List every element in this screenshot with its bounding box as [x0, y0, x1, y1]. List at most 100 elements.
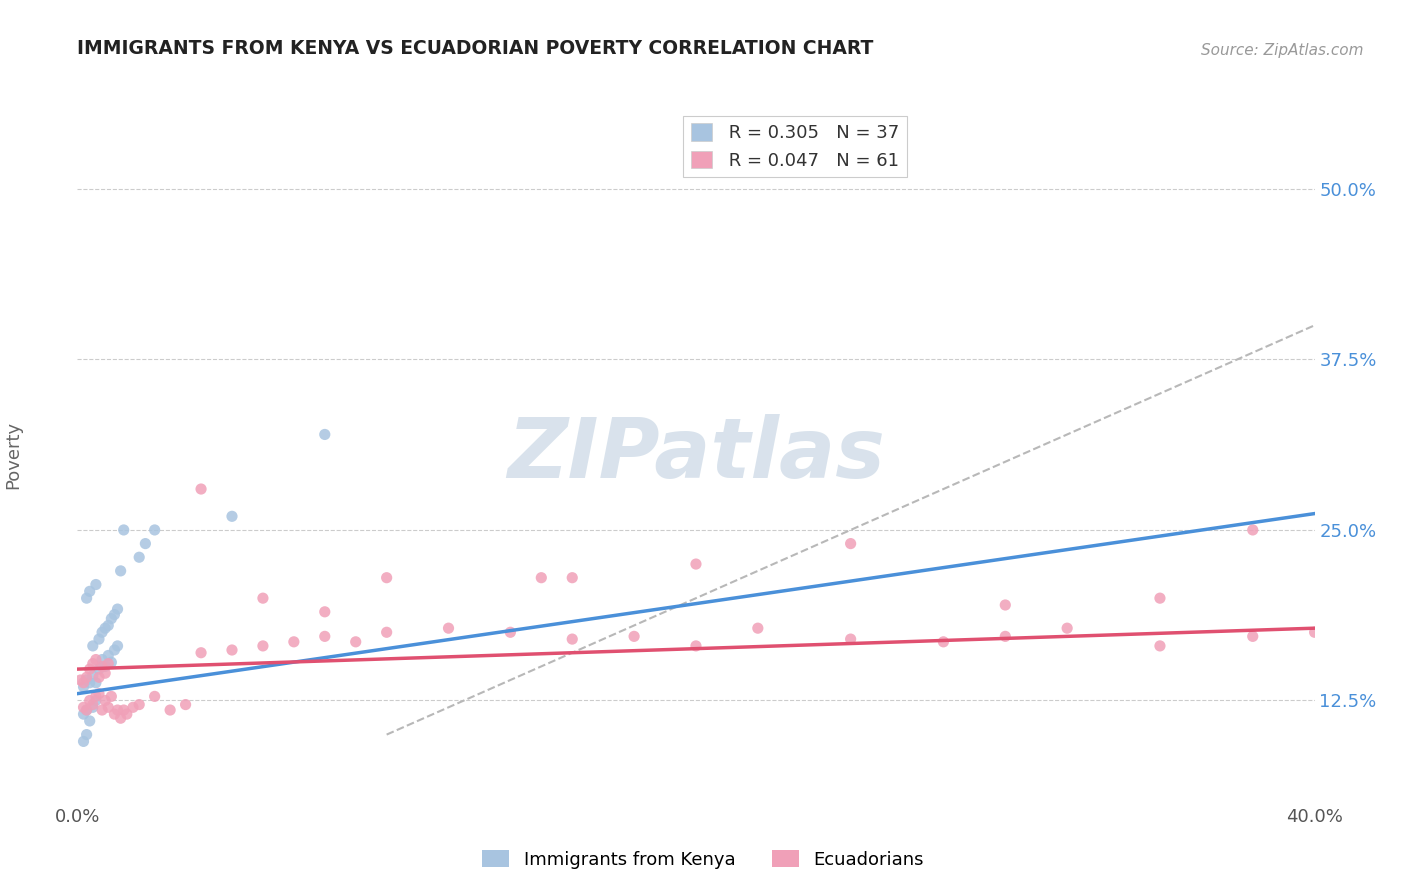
Y-axis label: Poverty: Poverty	[4, 421, 21, 489]
Point	[107, 639, 129, 653]
Point	[623, 629, 645, 643]
Point	[84, 577, 107, 591]
Point	[839, 536, 862, 550]
Point	[76, 703, 98, 717]
Point	[112, 703, 135, 717]
Point	[375, 571, 398, 585]
Point	[437, 621, 460, 635]
Point	[530, 571, 553, 585]
Point	[159, 703, 181, 717]
Point	[72, 707, 94, 722]
Point	[82, 700, 104, 714]
Point	[82, 657, 104, 671]
Point	[94, 621, 117, 635]
Point	[994, 629, 1017, 643]
Point	[84, 690, 107, 704]
Point	[221, 509, 243, 524]
Point	[174, 698, 197, 712]
Point	[1241, 523, 1264, 537]
Point	[100, 690, 122, 704]
Point	[79, 675, 101, 690]
Point	[72, 680, 94, 694]
Point	[76, 673, 98, 687]
Point	[91, 625, 114, 640]
Point	[128, 698, 150, 712]
Point	[128, 550, 150, 565]
Legend:  R = 0.305   N = 37,  R = 0.047   N = 61: R = 0.305 N = 37, R = 0.047 N = 61	[683, 116, 907, 178]
Point	[94, 666, 117, 681]
Point	[283, 635, 305, 649]
Point	[994, 598, 1017, 612]
Point	[685, 639, 707, 653]
Point	[72, 675, 94, 690]
Point	[82, 698, 104, 712]
Point	[1241, 629, 1264, 643]
Point	[252, 639, 274, 653]
Point	[72, 734, 94, 748]
Point	[94, 659, 117, 673]
Point	[103, 707, 125, 722]
Point	[82, 669, 104, 683]
Point	[143, 690, 166, 704]
Point	[112, 523, 135, 537]
Point	[76, 728, 98, 742]
Point	[72, 700, 94, 714]
Point	[84, 675, 107, 690]
Point	[91, 659, 114, 673]
Point	[190, 482, 212, 496]
Point	[87, 670, 110, 684]
Point	[839, 632, 862, 646]
Point	[103, 643, 125, 657]
Point	[561, 571, 583, 585]
Point	[134, 536, 156, 550]
Point	[314, 605, 336, 619]
Point	[76, 670, 98, 684]
Point	[252, 591, 274, 606]
Point	[115, 707, 138, 722]
Point	[100, 655, 122, 669]
Point	[685, 557, 707, 571]
Text: ZIPatlas: ZIPatlas	[508, 415, 884, 495]
Point	[91, 652, 114, 666]
Point	[91, 703, 114, 717]
Point	[143, 523, 166, 537]
Point	[79, 662, 101, 676]
Point	[94, 693, 117, 707]
Point	[69, 673, 91, 687]
Point	[110, 564, 132, 578]
Point	[79, 693, 101, 707]
Point	[190, 646, 212, 660]
Point	[82, 639, 104, 653]
Point	[97, 618, 120, 632]
Point	[932, 635, 955, 649]
Point	[84, 652, 107, 666]
Point	[344, 635, 367, 649]
Point	[499, 625, 522, 640]
Point	[122, 700, 145, 714]
Text: IMMIGRANTS FROM KENYA VS ECUADORIAN POVERTY CORRELATION CHART: IMMIGRANTS FROM KENYA VS ECUADORIAN POVE…	[77, 39, 873, 58]
Point	[1149, 639, 1171, 653]
Point	[84, 693, 107, 707]
Point	[107, 703, 129, 717]
Point	[87, 687, 110, 701]
Point	[97, 657, 120, 671]
Point	[1149, 591, 1171, 606]
Legend: Immigrants from Kenya, Ecuadorians: Immigrants from Kenya, Ecuadorians	[475, 843, 931, 876]
Text: Source: ZipAtlas.com: Source: ZipAtlas.com	[1201, 43, 1364, 58]
Point	[103, 607, 125, 622]
Point	[79, 584, 101, 599]
Point	[1056, 621, 1078, 635]
Point	[1303, 625, 1326, 640]
Point	[76, 591, 98, 606]
Point	[87, 632, 110, 646]
Point	[97, 700, 120, 714]
Point	[79, 714, 101, 728]
Point	[100, 612, 122, 626]
Point	[110, 711, 132, 725]
Point	[107, 602, 129, 616]
Point	[97, 648, 120, 663]
Point	[221, 643, 243, 657]
Point	[561, 632, 583, 646]
Point	[747, 621, 769, 635]
Point	[87, 662, 110, 676]
